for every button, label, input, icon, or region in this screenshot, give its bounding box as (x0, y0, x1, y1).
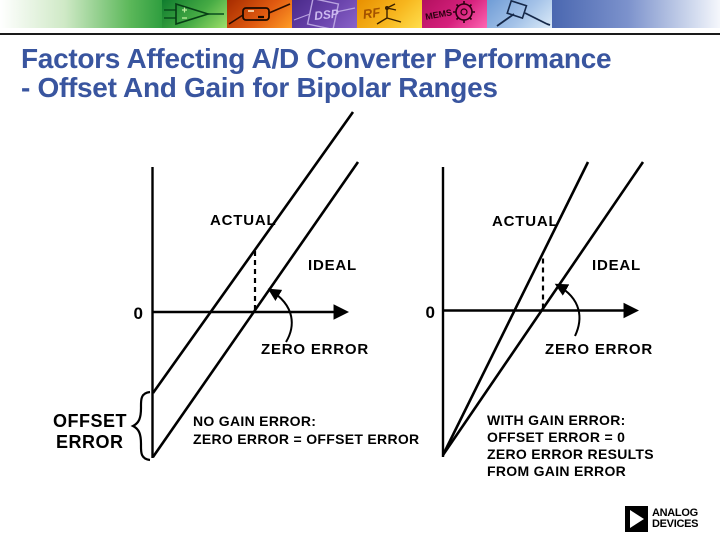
slide-title-line2: - Offset And Gain for Bipolar Ranges (21, 72, 498, 103)
left-zero-error-arrow (267, 288, 293, 343)
dsp-tile-label: DSP (313, 6, 340, 23)
right-origin-label: 0 (426, 303, 435, 322)
offset-gain-diagram: ACTUAL IDEAL 0 ZERO ERROR OFFSET ERROR N… (53, 111, 654, 479)
right-actual-line (441, 161, 590, 456)
banner-tile-mems: MEMS (422, 0, 487, 28)
left-origin-label: 0 (134, 304, 143, 323)
rf-tile-label: RF (362, 4, 382, 21)
dsp-icon: DSP (293, 0, 356, 28)
right-actual-label: ACTUAL (492, 213, 558, 230)
logo-wordmark: ANALOG DEVICES (652, 507, 699, 530)
right-caption-line1: WITH GAIN ERROR: (487, 412, 626, 428)
switch-icon (496, 0, 551, 27)
banner-tile-power (227, 0, 292, 28)
mems-gear-icon: MEMS (424, 1, 475, 23)
left-actual-line (151, 111, 355, 394)
logo-line2: DEVICES (652, 518, 699, 530)
left-caption-line1: NO GAIN ERROR: (193, 413, 316, 429)
left-ideal-label: IDEAL (308, 257, 357, 274)
right-caption-line4: FROM GAIN ERROR (487, 463, 626, 479)
battery-icon (228, 3, 291, 25)
banner-blue-gradient (552, 0, 720, 28)
adi-triangle-icon (625, 506, 648, 532)
right-diagram: ACTUAL IDEAL 0 ZERO ERROR WITH GAIN ERRO… (426, 161, 654, 479)
opamp-icon (164, 2, 224, 26)
right-ideal-label: IDEAL (592, 257, 641, 274)
right-caption-line2: OFFSET ERROR = 0 (487, 429, 625, 445)
header-divider-line (0, 33, 720, 35)
left-caption-line2: ZERO ERROR = OFFSET ERROR (193, 431, 419, 447)
logo-line1: ANALOG (652, 507, 698, 519)
offset-error-label-line1: OFFSET (53, 411, 127, 431)
slide-title-line1: Factors Affecting A/D Converter Performa… (21, 43, 612, 74)
left-actual-label: ACTUAL (210, 212, 276, 229)
banner-green-gradient (0, 0, 162, 28)
banner-tile-switch (487, 0, 552, 28)
left-zero-error-label: ZERO ERROR (261, 341, 369, 358)
left-diagram: ACTUAL IDEAL 0 ZERO ERROR OFFSET ERROR N… (53, 111, 419, 462)
right-zero-error-label: ZERO ERROR (545, 341, 653, 358)
offset-error-label-line2: ERROR (56, 432, 124, 452)
banner-tile-rf: RF (357, 0, 422, 28)
right-zero-error-arrow (554, 283, 581, 337)
banner-tile-amplifiers (162, 0, 227, 28)
slide-title: Factors Affecting A/D Converter Performa… (21, 44, 719, 102)
mems-tile-label: MEMS (424, 7, 452, 22)
top-banner: DSP RF MEMS (0, 0, 720, 28)
rf-antenna-icon: RF (362, 3, 402, 25)
analog-devices-logo: ANALOG DEVICES (625, 506, 699, 532)
banner-tile-dsp: DSP (292, 0, 357, 28)
offset-error-brace (130, 390, 151, 462)
right-caption-line3: ZERO ERROR RESULTS (487, 446, 654, 462)
